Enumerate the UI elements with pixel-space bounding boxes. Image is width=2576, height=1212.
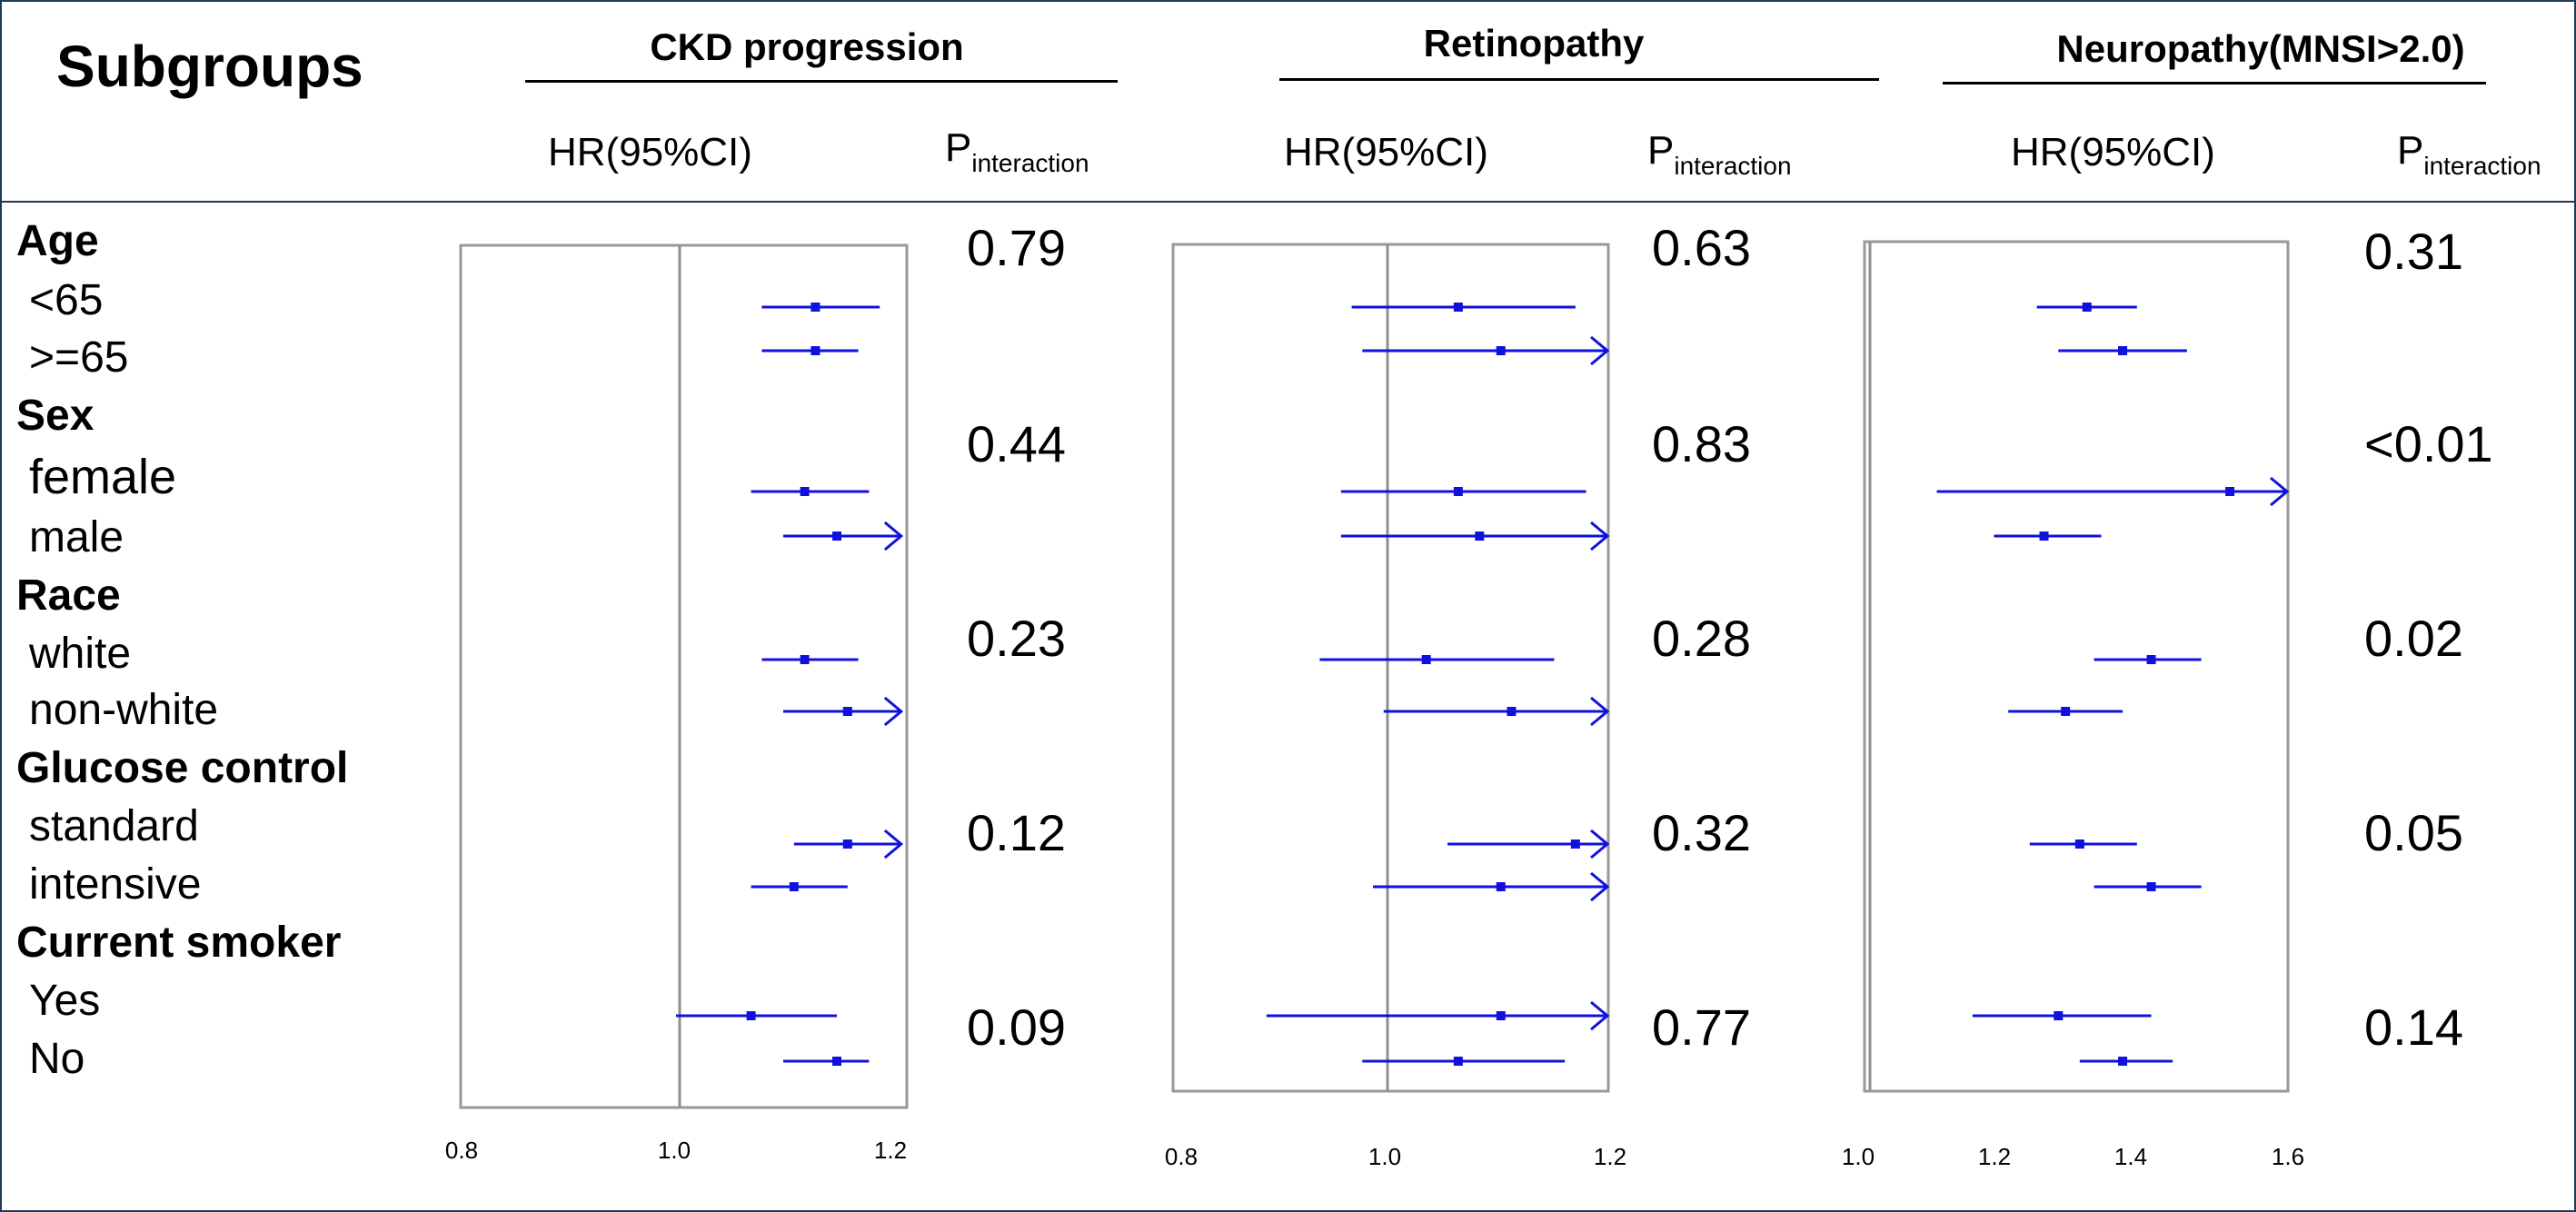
row-label-smoker-yes: Yes [29, 977, 101, 1025]
panel-title-neuropathy: Neuropathy(MNSI>2.0) [2056, 27, 2465, 70]
panel-underline-ckd [525, 80, 1118, 83]
row-label-white: white [29, 630, 132, 678]
p-value-ckd-sex: 0.44 [967, 415, 1066, 472]
hr-point-ckd-white [800, 655, 810, 664]
hr-point-retinopathy-no [1453, 1057, 1463, 1066]
hr-point-ckd-female [800, 487, 810, 496]
row-label-race: Race [16, 571, 121, 620]
p-value-neuropathy-sex: <0.01 [2364, 415, 2493, 472]
panel-frame-retinopathy [1171, 243, 1610, 1093]
panel-title-ckd: CKD progression [650, 25, 964, 68]
hr-point-retinopathy-white [1421, 655, 1431, 664]
p-value-ckd-glucose: 0.12 [967, 804, 1066, 861]
hr-point-neuropathy-no [2118, 1057, 2128, 1066]
hr-point-retinopathy-yes [1496, 1011, 1506, 1020]
p-value-neuropathy-age: 0.31 [2364, 223, 2463, 280]
hr-point-ckd-intensive [789, 882, 799, 891]
ci-arrow-ckd-non-white [883, 696, 904, 727]
p-header-neuropathy: Pinteraction [2397, 128, 2541, 180]
p-header-retinopathy: Pinteraction [1647, 128, 1792, 180]
hr-point-neuropathy-female [2225, 487, 2235, 496]
tick-label-neuropathy-3: 1.6 [2272, 1143, 2304, 1170]
hr-point-neuropathy-65 [2118, 346, 2128, 355]
p-value-retinopathy-glucose: 0.32 [1652, 804, 1751, 861]
hr-point-ckd-yes [746, 1011, 756, 1020]
figure-title: Subgroups [56, 34, 363, 99]
hr-header-ckd: HR(95%CI) [548, 130, 752, 174]
hr-header-neuropathy: HR(95%CI) [2011, 130, 2215, 174]
hr-point-neuropathy-intensive [2146, 882, 2156, 891]
p-value-retinopathy-race: 0.28 [1652, 610, 1751, 667]
hr-point-ckd-male [832, 531, 841, 541]
ci-arrow-retinopathy-non-white [1590, 696, 1610, 727]
hr-header-retinopathy: HR(95%CI) [1284, 130, 1488, 174]
p-value-ckd-race: 0.23 [967, 610, 1066, 667]
hr-point-retinopathy-non-white [1507, 707, 1517, 716]
panel-frame-neuropathy [1863, 240, 2290, 1093]
row-label-age-under65: <65 [29, 276, 104, 324]
hr-point-retinopathy-65 [1496, 346, 1506, 355]
p-value-retinopathy-smoker: 0.77 [1652, 998, 1751, 1056]
tick-label-neuropathy-1: 1.2 [1978, 1143, 2011, 1170]
p-value-neuropathy-race: 0.02 [2364, 610, 2463, 667]
hr-point-retinopathy-65 [1453, 303, 1463, 312]
hr-point-retinopathy-male [1475, 531, 1485, 541]
p-header-ckd: Pinteraction [945, 125, 1089, 177]
p-value-ckd-smoker: 0.09 [967, 998, 1066, 1056]
p-value-neuropathy-glucose: 0.05 [2364, 804, 2463, 861]
ci-arrow-ckd-male [883, 521, 904, 551]
hr-point-ckd-non-white [842, 707, 852, 716]
tick-label-retinopathy-0: 0.8 [1165, 1143, 1198, 1170]
row-label-current-smoker: Current smoker [16, 919, 342, 967]
tick-label-ckd-2: 1.2 [874, 1137, 907, 1164]
ci-arrow-neuropathy-female [2270, 476, 2290, 507]
ci-arrow-retinopathy-standard [1590, 829, 1610, 859]
ci-arrow-retinopathy-65 [1590, 335, 1610, 366]
p-value-ckd-age: 0.79 [967, 219, 1066, 276]
ci-arrow-ckd-standard [883, 829, 904, 859]
ci-arrow-retinopathy-intensive [1590, 871, 1610, 902]
tick-label-neuropathy-2: 1.4 [2114, 1143, 2147, 1170]
hr-point-neuropathy-yes [2054, 1011, 2064, 1020]
hr-point-retinopathy-female [1453, 487, 1463, 496]
row-label-female: female [29, 450, 177, 504]
header-divider [0, 201, 2576, 203]
ci-arrow-retinopathy-yes [1590, 1000, 1610, 1031]
ci-arrow-retinopathy-male [1590, 521, 1610, 551]
row-label-intensive: intensive [29, 860, 202, 909]
p-value-retinopathy-sex: 0.83 [1652, 415, 1751, 472]
tick-label-neuropathy-0: 1.0 [1842, 1143, 1875, 1170]
hr-point-neuropathy-male [2039, 531, 2049, 541]
panel-underline-neuropathy [1943, 82, 2486, 84]
hr-point-neuropathy-white [2146, 655, 2156, 664]
row-label-standard: standard [29, 802, 199, 850]
row-label-glucose-control: Glucose control [16, 744, 349, 792]
row-label-age: Age [16, 217, 99, 265]
hr-point-neuropathy-65 [2082, 303, 2092, 312]
row-label-sex: Sex [16, 392, 94, 440]
tick-label-retinopathy-2: 1.2 [1594, 1143, 1626, 1170]
tick-label-ckd-0: 0.8 [445, 1137, 478, 1164]
row-label-male: male [29, 513, 124, 561]
panel-title-retinopathy: Retinopathy [1423, 22, 1645, 65]
tick-label-retinopathy-1: 1.0 [1368, 1143, 1401, 1170]
hr-point-ckd-no [832, 1057, 841, 1066]
row-label-age-65plus: >=65 [29, 333, 129, 382]
hr-point-neuropathy-standard [2074, 839, 2084, 849]
hr-point-ckd-standard [842, 839, 852, 849]
panel-frame-ckd [459, 243, 909, 1109]
hr-point-retinopathy-standard [1570, 839, 1580, 849]
hr-point-ckd-65 [811, 346, 821, 355]
hr-point-retinopathy-intensive [1496, 882, 1506, 891]
panel-underline-retinopathy [1279, 78, 1879, 81]
hr-point-ckd-65 [811, 303, 821, 312]
hr-point-neuropathy-non-white [2061, 707, 2071, 716]
row-label-smoker-no: No [29, 1035, 85, 1083]
tick-label-ckd-1: 1.0 [658, 1137, 691, 1164]
p-value-retinopathy-age: 0.63 [1652, 219, 1751, 276]
row-label-non-white: non-white [29, 686, 219, 734]
p-value-neuropathy-smoker: 0.14 [2364, 998, 2463, 1056]
